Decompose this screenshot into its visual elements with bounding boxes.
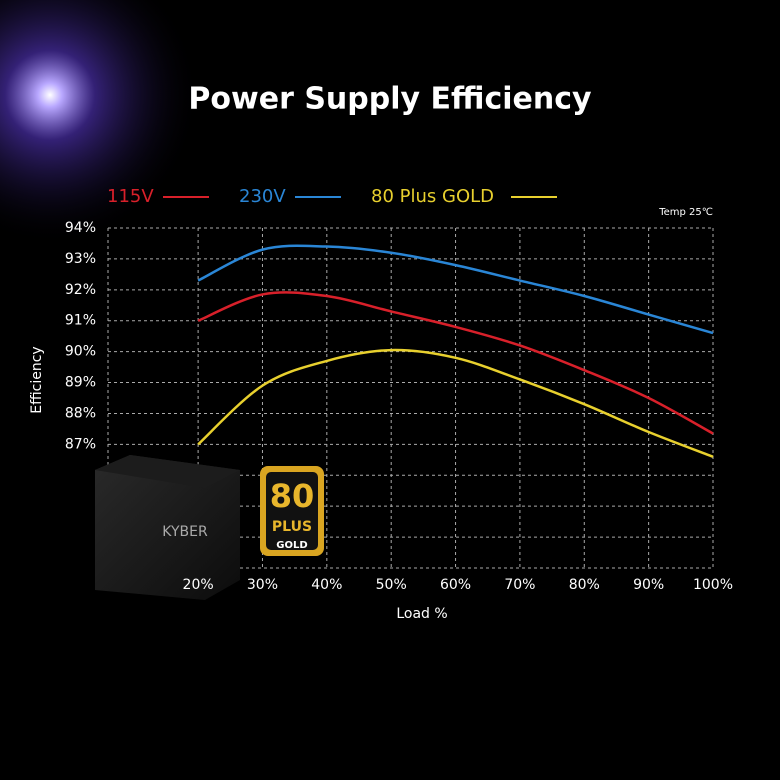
x-tick-label: 20% xyxy=(183,577,214,593)
x-tick-label: 100% xyxy=(693,577,733,593)
x-tick-label: 30% xyxy=(247,577,278,593)
badge: 80 PLUS GOLD xyxy=(260,466,324,556)
badge-text: PLUS xyxy=(272,519,312,535)
series-line xyxy=(197,291,714,435)
legend-label: 230V xyxy=(239,186,286,207)
y-tick-label: 88% xyxy=(65,405,96,421)
annotation: Temp 25℃ xyxy=(658,207,713,218)
legend-label: 115V xyxy=(107,186,154,207)
chart-title: Power Supply Efficiency xyxy=(188,82,592,117)
x-axis-label: Load % xyxy=(396,606,447,622)
y-tick-label: 89% xyxy=(65,375,96,391)
y-tick-label: 93% xyxy=(65,251,96,267)
series-line xyxy=(197,348,714,458)
y-tick-label: 87% xyxy=(65,436,96,452)
badge-tier: GOLD xyxy=(276,540,307,551)
product-image: KYBER xyxy=(95,455,240,600)
x-tick-label: 90% xyxy=(633,577,664,593)
psu-top xyxy=(95,455,240,488)
y-tick-label: 91% xyxy=(65,313,96,329)
x-tick-label: 40% xyxy=(311,577,342,593)
y-tick-label: 92% xyxy=(65,282,96,298)
grid xyxy=(107,227,714,569)
y-tick-label: 90% xyxy=(65,344,96,360)
y-axis-label: Efficiency xyxy=(29,346,45,413)
series-line xyxy=(197,244,714,335)
psu-body xyxy=(95,455,240,600)
x-tick-label: 60% xyxy=(440,577,471,593)
product-label: KYBER xyxy=(162,524,208,540)
x-tick-label: 80% xyxy=(569,577,600,593)
legend-label: 80 Plus GOLD xyxy=(371,186,494,207)
y-tick-label: 94% xyxy=(65,220,96,236)
badge-inner xyxy=(266,472,318,550)
x-tick-label: 50% xyxy=(376,577,407,593)
glow xyxy=(0,0,200,245)
x-tick-label: 70% xyxy=(504,577,535,593)
badge-number: 80 xyxy=(270,477,315,515)
